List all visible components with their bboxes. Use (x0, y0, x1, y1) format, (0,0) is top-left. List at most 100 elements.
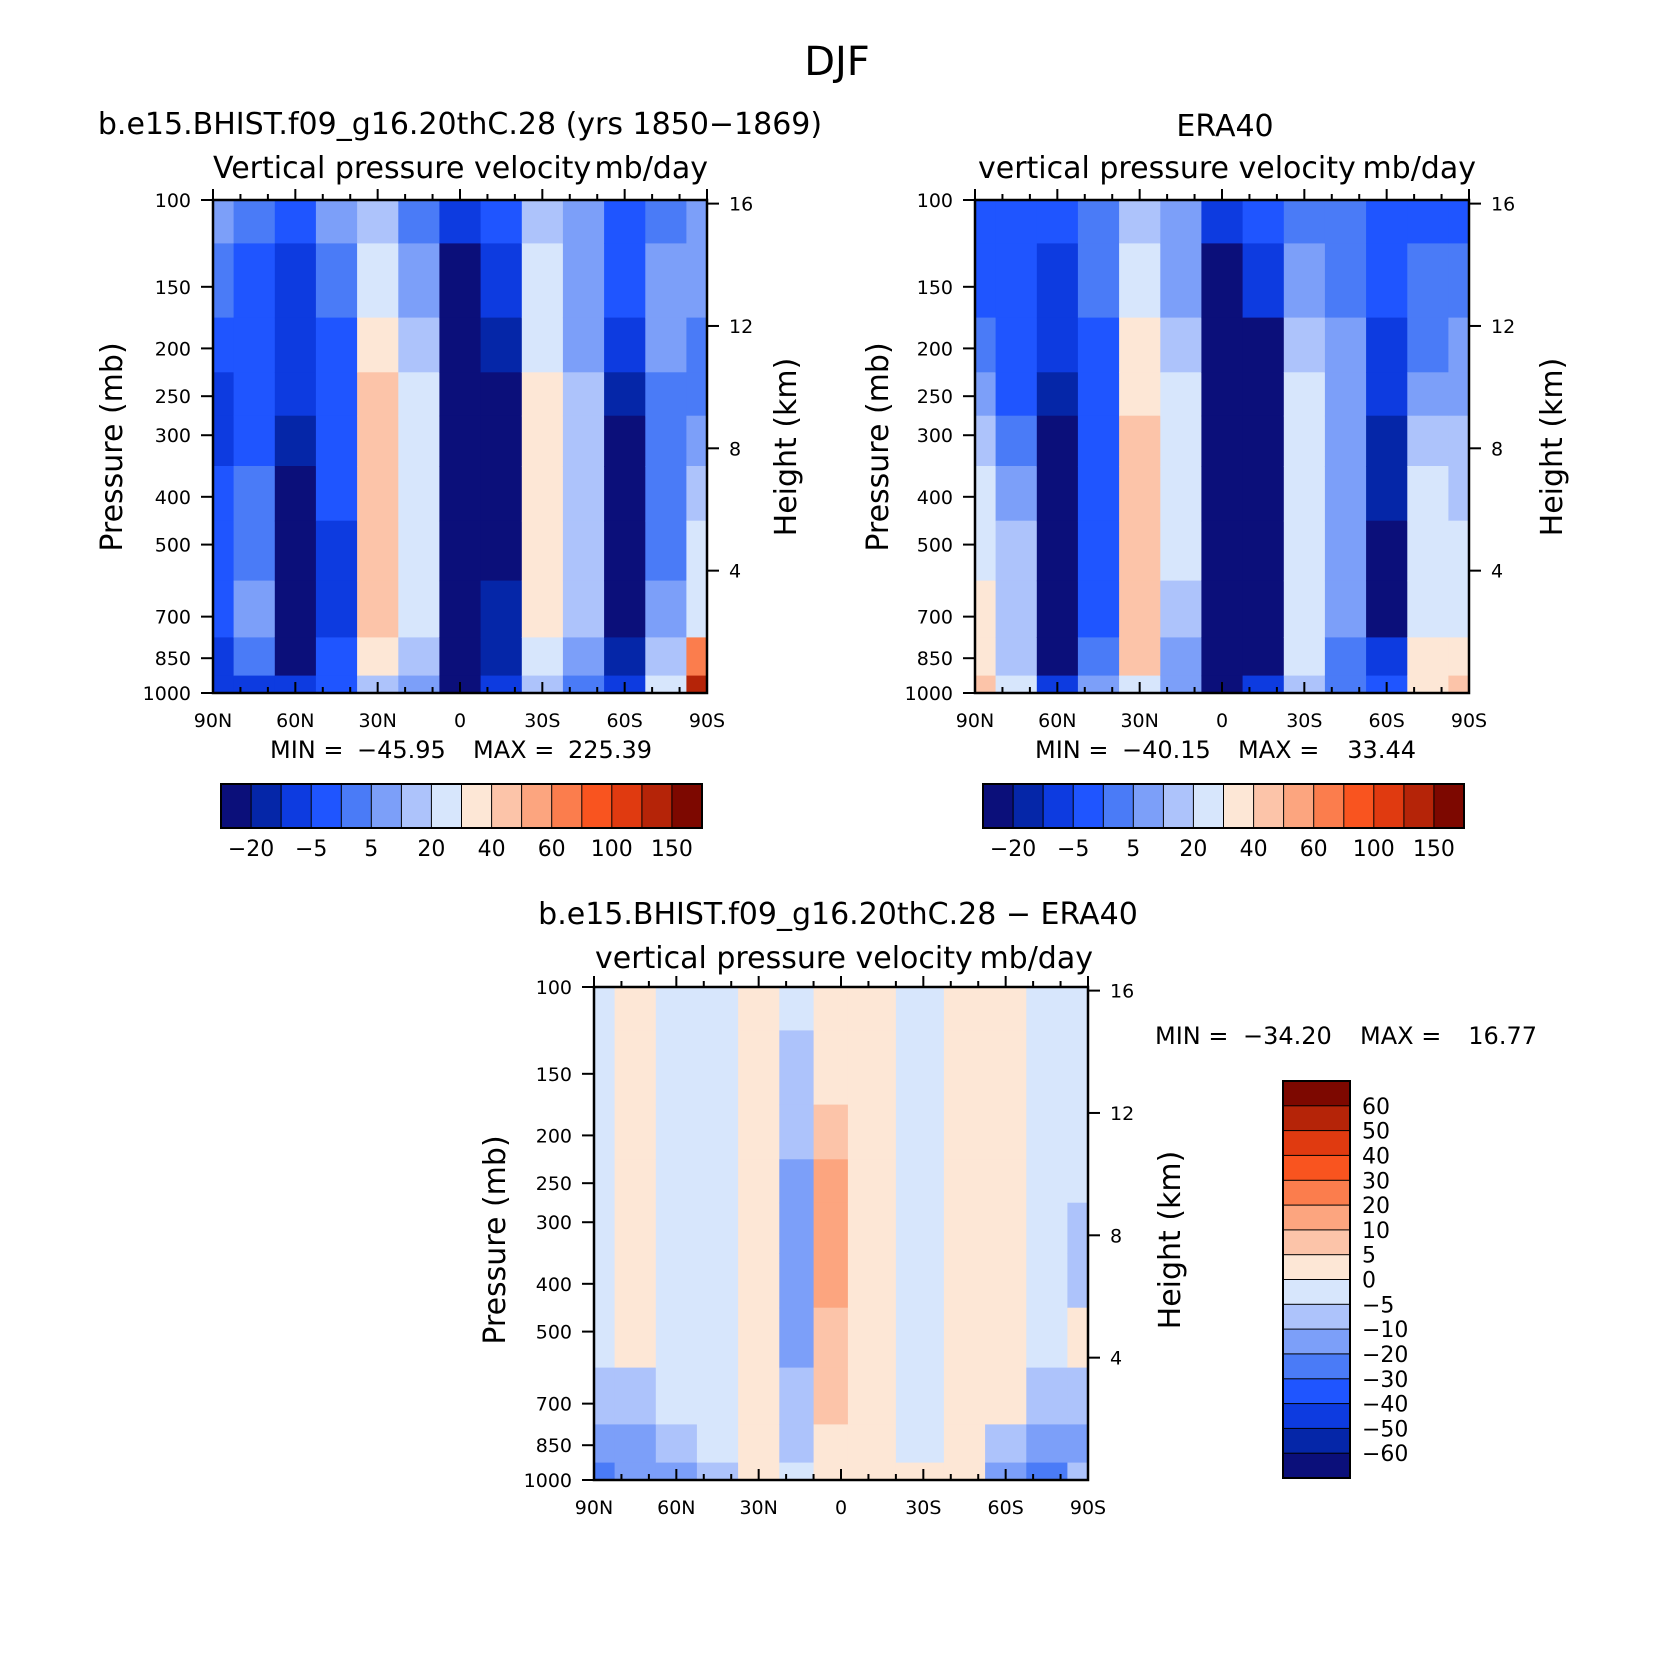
colorbar: −20 −5 5 20 40 60 100 150 (982, 783, 1466, 862)
contour-cell (995, 580, 1038, 638)
contour-cell (895, 1253, 945, 1309)
contour-cell (521, 580, 564, 638)
contour-cell (604, 637, 646, 677)
colorbar-label: 10 (1362, 1219, 1390, 1244)
contour-cell (813, 1462, 849, 1480)
contour-cell (604, 372, 646, 417)
contour-cell (357, 466, 399, 522)
contour-cell (1448, 243, 1469, 319)
contour-cell (614, 987, 657, 1031)
contour-cell (1283, 317, 1326, 373)
colorbar-label: 40 (478, 837, 506, 862)
contour-cell (1201, 243, 1244, 319)
contour-cell (738, 1159, 780, 1204)
colorbar-swatch (1282, 1080, 1351, 1107)
colorbar-label: 30 (1362, 1169, 1390, 1194)
y2-tick-label: 4 (1110, 1348, 1122, 1370)
contour-cell (213, 675, 235, 693)
contour-cell (1160, 415, 1203, 467)
contour-cell (1242, 675, 1285, 693)
contour-cell (813, 1159, 849, 1204)
contour-cell (1036, 580, 1079, 638)
contour-cell (594, 1253, 616, 1309)
contour-cell (315, 372, 358, 417)
y2-tick-label: 12 (729, 316, 753, 338)
contour-cell (233, 372, 276, 417)
contour-cell (847, 1424, 897, 1464)
contour-cell (738, 1424, 780, 1464)
contour-cell (1324, 466, 1367, 522)
panel-era40: ERA40 vertical pressure velocity mb/day … (861, 109, 1570, 862)
contour-cell (1283, 580, 1326, 638)
colorbar-swatch (1282, 1154, 1351, 1182)
contour-cell (521, 637, 564, 677)
x-tick-label: 30S (1286, 710, 1322, 732)
colorbar-label: 5 (364, 837, 378, 862)
contour-cell (1324, 580, 1367, 638)
contour-cell (985, 1367, 1027, 1425)
contour-cell (398, 466, 441, 522)
contour-cell (1366, 372, 1408, 417)
contour-cell (696, 1307, 739, 1369)
contour-cell (813, 1104, 849, 1160)
contour-cell (813, 1253, 849, 1309)
y2-tick-label: 16 (1491, 194, 1515, 216)
contour-cell (614, 1159, 657, 1204)
contour-cell (233, 637, 276, 677)
contour-cell (696, 1424, 739, 1464)
contour-cell (1201, 520, 1244, 582)
x-tick-label: 0 (835, 1497, 847, 1519)
contour-cell (315, 200, 358, 244)
contour-cell (1119, 415, 1161, 467)
contour-cell (604, 200, 646, 244)
colorbar-label: 60 (1362, 1095, 1390, 1120)
contour-cell (1448, 317, 1469, 373)
contour-cell (521, 415, 564, 467)
x-tick-label: 30S (905, 1497, 941, 1519)
colorbar-label: 60 (1300, 837, 1328, 862)
contour-cell (943, 1367, 986, 1425)
contour-cell (1077, 580, 1120, 638)
contour-cell (315, 637, 358, 677)
x-tick-label: 60N (276, 710, 314, 732)
contour-cell (645, 637, 688, 677)
contour-cell (604, 520, 646, 582)
contour-cell (562, 200, 605, 244)
colorbar-swatch (1282, 1279, 1351, 1306)
min-value: −34.20 (1243, 1022, 1332, 1050)
colorbar-label: −20 (228, 837, 274, 862)
contour-cell (995, 520, 1038, 582)
y2-tick-label: 8 (1110, 1225, 1122, 1247)
colorbar-swatch (220, 783, 253, 829)
contour-cell (274, 637, 317, 677)
contour-cell (847, 1253, 897, 1309)
x-tick-label: 90N (575, 1497, 613, 1519)
colorbar-swatch (250, 783, 283, 829)
contour-cell (1366, 466, 1408, 522)
contour-cell (315, 415, 358, 467)
contour-cell (1077, 243, 1120, 319)
contour-cell (645, 520, 688, 582)
colorbar-label: −5 (1057, 837, 1089, 862)
contour-cell (847, 1307, 897, 1369)
contour-cell (1324, 317, 1367, 373)
contour-cell (1067, 1253, 1088, 1309)
colorbar-label: 150 (651, 837, 693, 862)
contour-cell (233, 243, 276, 319)
panel-subtitle-units: mb/day (594, 151, 708, 186)
contour-cell (1067, 1462, 1088, 1480)
colorbar-swatch (1343, 783, 1375, 829)
max-label: MAX = (473, 736, 554, 764)
y2-axis-label: Height (km) (1153, 1151, 1188, 1330)
contour-cell (1160, 520, 1203, 582)
contour-cell (847, 1030, 897, 1106)
y-tick-label: 400 (536, 1274, 572, 1296)
y-tick-label: 150 (536, 1064, 572, 1086)
contour-cell (1448, 675, 1469, 693)
contour-cell (1036, 466, 1079, 522)
contour-cell (604, 415, 646, 467)
contour-cell (1077, 200, 1120, 244)
contour-cell (985, 1253, 1027, 1309)
contour-cell (480, 580, 523, 638)
contour-cell (975, 372, 997, 417)
